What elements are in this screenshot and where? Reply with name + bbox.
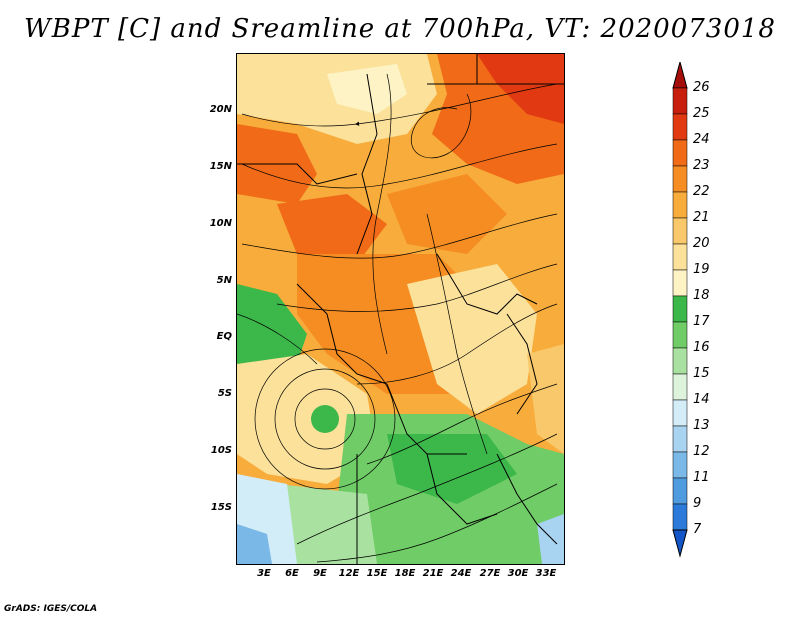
colorbar-swatch bbox=[672, 87, 688, 115]
country-borders bbox=[237, 54, 564, 564]
colorbar-swatch bbox=[672, 425, 688, 453]
colorbar-swatch bbox=[672, 347, 688, 375]
colorbar-swatch bbox=[672, 217, 688, 245]
colorbar-bottom-arrow bbox=[672, 529, 688, 558]
colorbar-swatch bbox=[672, 373, 688, 401]
lon-label-18e: 18E bbox=[394, 568, 416, 579]
colorbar-label-13: 13 bbox=[693, 418, 710, 433]
map-panel bbox=[236, 53, 565, 565]
lon-label-24e: 24E bbox=[450, 568, 472, 579]
streamlines bbox=[237, 73, 558, 563]
colorbar-label-24: 24 bbox=[693, 132, 710, 147]
colorbar-swatch bbox=[672, 503, 688, 531]
colorbar-swatch bbox=[672, 113, 688, 141]
colorbar-swatch bbox=[672, 321, 688, 349]
lat-label-15n: 15N bbox=[209, 161, 232, 172]
lon-label-27e: 27E bbox=[479, 568, 501, 579]
colorbar-swatch bbox=[672, 139, 688, 167]
lat-label-5n: 5N bbox=[216, 275, 232, 286]
lat-label-10n: 10N bbox=[209, 218, 232, 229]
colorbar bbox=[672, 62, 688, 558]
colorbar-label-21: 21 bbox=[693, 210, 710, 225]
colorbar-label-25: 25 bbox=[693, 106, 710, 121]
field-region-17c-south bbox=[387, 434, 517, 504]
lat-label-10s: 10S bbox=[210, 445, 232, 456]
colorbar-label-20: 20 bbox=[693, 236, 710, 251]
colorbar-label-18: 18 bbox=[693, 288, 710, 303]
colorbar-label-15: 15 bbox=[693, 366, 710, 381]
chart-title: WBPT [C] and Sreamline at 700hPa, VT: 20… bbox=[24, 14, 776, 44]
grads-credit: GrADS: IGES/COLA bbox=[4, 604, 98, 614]
colorbar-label-17: 17 bbox=[693, 314, 710, 329]
colorbar-label-23: 23 bbox=[693, 158, 710, 173]
lon-label-3e: 3E bbox=[257, 568, 271, 579]
colorbar-label-22: 22 bbox=[693, 184, 710, 199]
colorbar-swatch bbox=[672, 295, 688, 323]
colorbar-swatch bbox=[672, 243, 688, 271]
lon-label-9e: 9E bbox=[313, 568, 327, 579]
lon-label-15e: 15E bbox=[366, 568, 388, 579]
colorbar-label-16: 16 bbox=[693, 340, 710, 355]
field-region-17c-west bbox=[237, 284, 307, 374]
field-region-19c bbox=[327, 64, 407, 114]
wbpt-field-map bbox=[237, 54, 564, 564]
lat-label-20n: 20N bbox=[209, 104, 232, 115]
field-region-22c bbox=[387, 174, 507, 254]
lon-label-21e: 21E bbox=[422, 568, 444, 579]
lat-label-15s: 15S bbox=[210, 502, 232, 513]
colorbar-label-19: 19 bbox=[693, 262, 710, 277]
field-region-20c-vortex bbox=[237, 354, 377, 484]
colorbar-swatch bbox=[672, 165, 688, 193]
lon-label-30e: 30E bbox=[507, 568, 529, 579]
colorbar-swatch bbox=[672, 399, 688, 427]
colorbar-label-12: 12 bbox=[693, 444, 710, 459]
vortex-core bbox=[311, 405, 339, 433]
colorbar-top-arrow bbox=[672, 62, 688, 89]
colorbar-label-14: 14 bbox=[693, 392, 710, 407]
colorbar-label-7: 7 bbox=[693, 522, 702, 537]
lon-label-33e: 33E bbox=[535, 568, 557, 579]
field-region-12c-sw bbox=[237, 524, 272, 564]
colorbar-swatch bbox=[672, 269, 688, 297]
field-region-20c-east bbox=[407, 264, 537, 414]
colorbar-swatch bbox=[672, 477, 688, 505]
lon-label-12e: 12E bbox=[338, 568, 360, 579]
colorbar-swatch bbox=[672, 451, 688, 479]
lon-label-6e: 6E bbox=[285, 568, 299, 579]
lat-label-eq: EQ bbox=[216, 331, 232, 342]
field-region-24c-ne bbox=[477, 54, 564, 124]
colorbar-label-11: 11 bbox=[693, 470, 710, 485]
colorbar-label-26: 26 bbox=[693, 80, 710, 95]
field-region-20c-se bbox=[527, 344, 564, 454]
colorbar-label-9: 9 bbox=[693, 496, 702, 511]
lat-label-5s: 5S bbox=[217, 388, 232, 399]
field-region-15c-sw bbox=[277, 484, 377, 564]
field-region-13c-se bbox=[537, 514, 564, 564]
colorbar-swatch bbox=[672, 191, 688, 219]
